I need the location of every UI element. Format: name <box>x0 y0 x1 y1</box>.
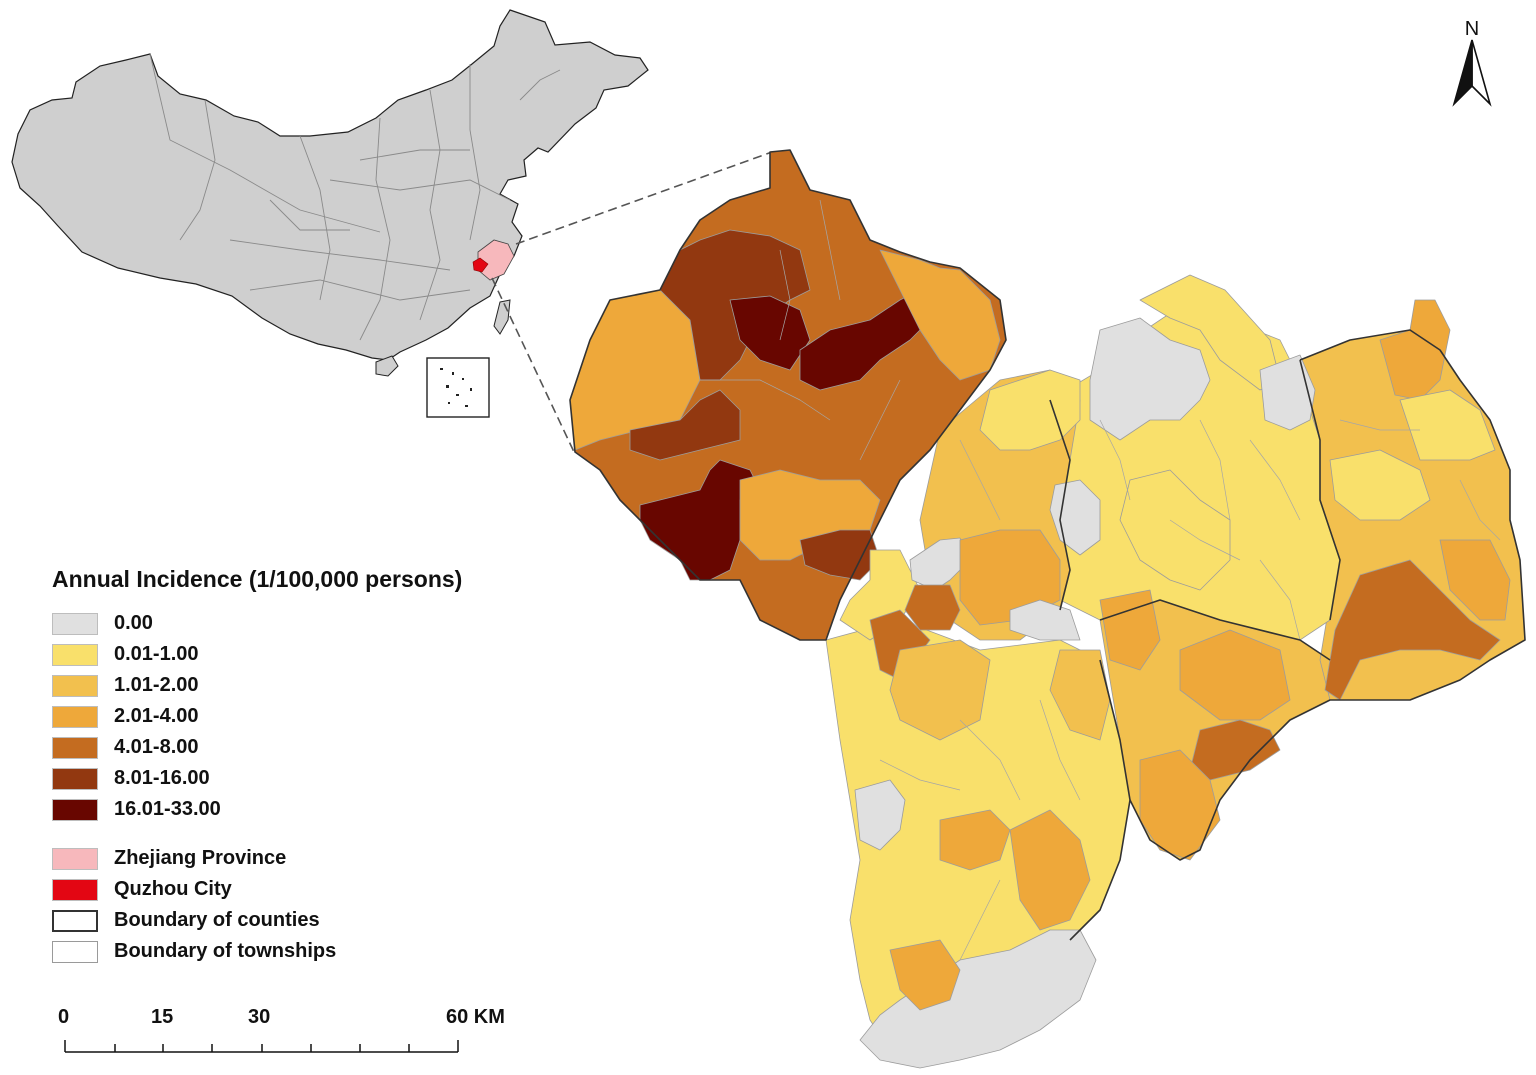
province-boundaries <box>149 53 561 341</box>
township <box>629 389 741 461</box>
legend-swatch <box>52 847 98 870</box>
legend-swatch <box>52 798 98 821</box>
legend-item: 1.01-2.00 <box>52 670 532 701</box>
legend-item: Quzhou City <box>52 874 532 905</box>
legend-swatch <box>52 612 98 635</box>
legend-label: Quzhou City <box>114 878 232 900</box>
scale-bar: 0 15 30 60 KM <box>58 1006 528 1066</box>
legend: Annual Incidence (1/100,000 persons) 0.0… <box>52 566 532 967</box>
inset-map-china <box>11 9 649 418</box>
township <box>1329 449 1431 521</box>
township <box>1259 354 1316 431</box>
township <box>869 609 931 681</box>
north-arrow-icon <box>1452 39 1492 107</box>
legend-label: 1.01-2.00 <box>114 674 199 696</box>
legend-item: Boundary of townships <box>52 936 532 967</box>
legend-label: 0.00 <box>114 612 153 634</box>
legend-item: 2.01-4.00 <box>52 701 532 732</box>
china-landmass <box>11 9 649 361</box>
legend-item: 0.00 <box>52 608 532 639</box>
legend-label: Zhejiang Province <box>114 847 287 869</box>
legend-swatch <box>52 674 98 697</box>
township-boundaries <box>700 199 1501 961</box>
legend-item: Boundary of counties <box>52 905 532 936</box>
legend-swatch <box>52 940 98 963</box>
township <box>1119 469 1231 591</box>
taiwan-island <box>493 299 511 335</box>
scale-bar-ticks <box>64 1040 459 1053</box>
main-map-quzhou <box>569 149 1526 1069</box>
legend-label: Boundary of counties <box>114 909 320 931</box>
legend-label: 0.01-1.00 <box>114 643 199 665</box>
township <box>889 639 991 741</box>
legend-item: 16.01-33.00 <box>52 794 532 825</box>
legend-swatch <box>52 705 98 728</box>
legend-label: 2.01-4.00 <box>114 705 199 727</box>
south-county-grey <box>859 929 1097 1069</box>
township <box>1189 719 1281 781</box>
legend-title: Annual Incidence (1/100,000 persons) <box>52 566 463 592</box>
scale-label: 0 <box>58 1006 70 1028</box>
legend-swatch <box>52 643 98 666</box>
township <box>879 249 1001 381</box>
hainan-island <box>375 355 399 377</box>
township <box>1089 317 1211 441</box>
legend-label: 16.01-33.00 <box>114 798 221 820</box>
township <box>1399 389 1496 461</box>
township <box>1439 539 1511 621</box>
zoom-leader-lines <box>491 151 773 453</box>
legend-item: Zhejiang Province <box>52 843 532 874</box>
legend-swatch <box>52 767 98 790</box>
quzhou-city <box>472 257 489 273</box>
legend-label: 4.01-8.00 <box>114 736 199 758</box>
legend-item: 4.01-8.00 <box>52 732 532 763</box>
township <box>904 584 961 631</box>
county-boundaries <box>569 149 1526 941</box>
township <box>979 369 1081 451</box>
township <box>889 939 961 1011</box>
township <box>939 809 1011 871</box>
legend-item: 0.01-1.00 <box>52 639 532 670</box>
legend-item: 8.01-16.00 <box>52 763 532 794</box>
north-label: N <box>1464 18 1480 40</box>
township <box>1049 649 1111 741</box>
township <box>1324 559 1501 701</box>
township <box>1379 299 1451 401</box>
legend-swatch <box>52 909 98 932</box>
scale-label: 60 KM <box>446 1006 505 1028</box>
scale-label: 15 <box>151 1006 174 1028</box>
legend-swatch <box>52 736 98 759</box>
south-china-sea-islands <box>440 368 472 407</box>
township <box>1009 809 1091 931</box>
legend-label: Boundary of townships <box>114 940 337 962</box>
scale-label: 30 <box>248 1006 271 1028</box>
township <box>854 779 906 851</box>
township <box>1179 629 1291 721</box>
township <box>1009 599 1081 641</box>
legend-label: 8.01-16.00 <box>114 767 210 789</box>
south-china-sea-inset <box>426 357 490 418</box>
township <box>1099 589 1161 671</box>
north-arrow: N <box>1450 18 1494 110</box>
legend-swatch <box>52 878 98 901</box>
